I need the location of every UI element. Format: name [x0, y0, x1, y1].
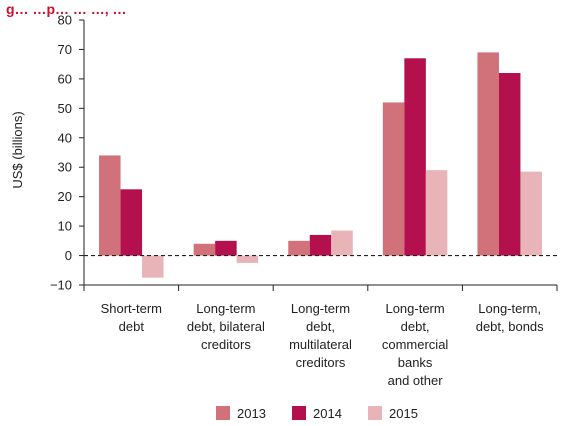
bar-2014-3: [309, 234, 332, 256]
y-axis-title: US$ (billions): [10, 111, 25, 188]
legend-swatch-2015: [368, 406, 382, 420]
category-label: Long-term debt, bilateral creditors: [187, 301, 265, 352]
bar-2015-5: [520, 171, 542, 256]
category-label: Short-term debt: [101, 301, 162, 334]
y-tick-label: −10: [50, 278, 72, 293]
bar-2015-2: [236, 255, 259, 263]
category-label: Long-term debt, multilateral creditors: [289, 301, 352, 370]
y-tick-label: 20: [58, 189, 72, 204]
y-tick-label: 30: [58, 160, 72, 175]
legend-swatch-2013: [216, 406, 230, 420]
legend: 2013 2014 2015: [216, 406, 418, 421]
bar-2013-2: [193, 243, 216, 256]
x-axis: Short-term debt Long-term debt, bilateral cr…: [83, 284, 558, 388]
y-tick-label: 50: [58, 101, 72, 116]
bar-2013-3: [288, 240, 310, 256]
bar-2014-2: [215, 240, 237, 256]
bar-2014-4: [404, 58, 426, 256]
y-tick-label: 60: [58, 71, 72, 86]
bar-2013-4: [382, 102, 405, 256]
bar-2015-4: [425, 170, 448, 256]
bar-2013-5: [477, 52, 499, 256]
legend-label-2015: 2015: [389, 406, 418, 421]
legend-swatch-2014: [292, 406, 306, 420]
y-tick-label: 80: [58, 13, 72, 28]
category-label: Long-term debt, commercial banks and other: [382, 301, 449, 388]
y-axis: −10 0 10 20 30 40 50 60 70 80: [50, 13, 85, 293]
bar-2014-1: [120, 189, 143, 256]
y-tick-label: 0: [65, 248, 72, 263]
chart-title: g… …p… … …, …: [6, 1, 127, 17]
bar-2015-3: [331, 230, 353, 256]
legend-label-2014: 2014: [313, 406, 342, 421]
legend-label-2013: 2013: [237, 406, 266, 421]
bar-2015-1: [142, 255, 164, 278]
bar-2014-5: [498, 73, 521, 256]
category-label: Long-term, debt, bonds: [476, 301, 544, 334]
bars-group: [99, 52, 542, 278]
y-tick-label: 40: [58, 130, 72, 145]
y-tick-label: 10: [58, 219, 72, 234]
bar-2013-1: [99, 155, 121, 256]
y-tick-label: 70: [58, 42, 72, 57]
